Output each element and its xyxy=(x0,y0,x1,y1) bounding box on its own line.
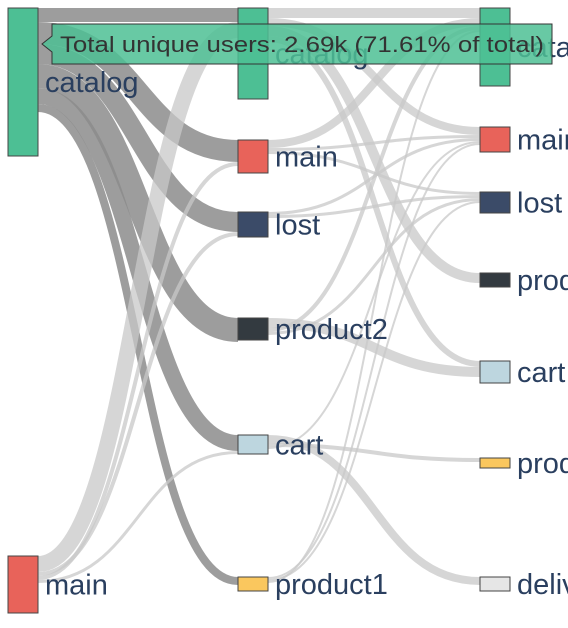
node-label-s1-cart: cart xyxy=(275,430,323,462)
link-s0-catalog-to-s1-product1[interactable] xyxy=(37,104,239,585)
node-label-s2-product2: product2 xyxy=(517,265,568,297)
tooltip-text: Total unique users: 2.69k (71.61% of tot… xyxy=(60,32,544,57)
node-s1-main[interactable] xyxy=(237,139,269,174)
link-s1-product1-to-s2-catalog[interactable] xyxy=(267,30,481,583)
node-label-s0-main: main xyxy=(45,570,108,602)
node-s2-delivery[interactable] xyxy=(479,576,511,592)
node-label-s1-main: main xyxy=(275,142,338,174)
node-s2-cart[interactable] xyxy=(479,360,511,384)
link-s0-catalog-to-s1-product2[interactable] xyxy=(36,64,240,342)
node-label-s2-product1: product1 xyxy=(517,448,568,480)
node-s0-catalog[interactable] xyxy=(7,7,39,157)
link-s1-product1-to-s2-lost[interactable] xyxy=(267,201,481,581)
node-s2-product1[interactable] xyxy=(479,457,511,469)
tooltip: Total unique users: 2.69k (71.61% of tot… xyxy=(41,23,553,65)
node-label-s2-cart: cart xyxy=(517,357,565,389)
node-label-s1-lost: lost xyxy=(275,210,320,242)
node-s1-product2[interactable] xyxy=(237,317,269,341)
link-s0-main-to-s1-main[interactable] xyxy=(37,162,239,580)
nodes-layer: catalogmaincatalogmainlostproduct2cartpr… xyxy=(7,7,568,614)
link-s1-cart-to-s2-main[interactable] xyxy=(267,141,481,449)
node-s1-product1[interactable] xyxy=(237,576,269,592)
link-s1-product2-to-s2-lost[interactable] xyxy=(267,198,481,335)
node-s2-lost[interactable] xyxy=(479,191,511,214)
node-s1-lost[interactable] xyxy=(237,211,269,238)
node-label-s2-lost: lost xyxy=(517,188,562,220)
node-label-s1-product1: product1 xyxy=(275,569,388,601)
link-s0-main-to-s1-cart[interactable] xyxy=(37,451,239,583)
node-s2-product2[interactable] xyxy=(479,272,511,288)
link-s1-lost-to-s2-lost[interactable] xyxy=(267,195,481,218)
node-label-s2-main: main xyxy=(517,125,568,157)
node-label-s2-delivery: delivery xyxy=(517,569,568,601)
link-s1-main-to-s2-main[interactable] xyxy=(267,135,481,151)
node-label-s1-product2: product2 xyxy=(275,314,388,346)
link-s1-cart-to-s2-product1[interactable] xyxy=(267,443,481,462)
node-s0-main[interactable] xyxy=(7,555,39,614)
node-label-s0-catalog: catalog xyxy=(45,67,139,99)
node-s2-main[interactable] xyxy=(479,126,511,153)
node-s1-cart[interactable] xyxy=(237,434,269,455)
tooltip-box xyxy=(41,23,553,65)
link-s1-product2-to-s2-cart[interactable] xyxy=(267,318,481,377)
